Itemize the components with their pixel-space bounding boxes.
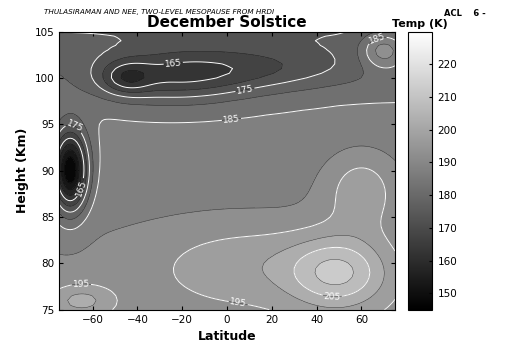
Title: December Solstice: December Solstice [147, 15, 307, 30]
Text: 165: 165 [74, 178, 88, 197]
Title: Temp (K): Temp (K) [392, 19, 448, 29]
Text: 185: 185 [367, 31, 387, 46]
Text: 185: 185 [223, 114, 241, 125]
X-axis label: Latitude: Latitude [198, 330, 256, 343]
Text: 195: 195 [229, 297, 247, 309]
Text: 205: 205 [324, 292, 341, 301]
Text: 195: 195 [73, 279, 90, 289]
Text: 175: 175 [65, 118, 84, 133]
Text: ACL    6 -: ACL 6 - [444, 9, 485, 18]
Text: THULASIRAMAN AND NEE, TWO-LEVEL MESOPAUSE FROM HRDI: THULASIRAMAN AND NEE, TWO-LEVEL MESOPAUS… [44, 9, 274, 15]
Y-axis label: Height (Km): Height (Km) [16, 128, 29, 213]
Text: 165: 165 [164, 58, 182, 69]
Text: 175: 175 [235, 84, 254, 96]
